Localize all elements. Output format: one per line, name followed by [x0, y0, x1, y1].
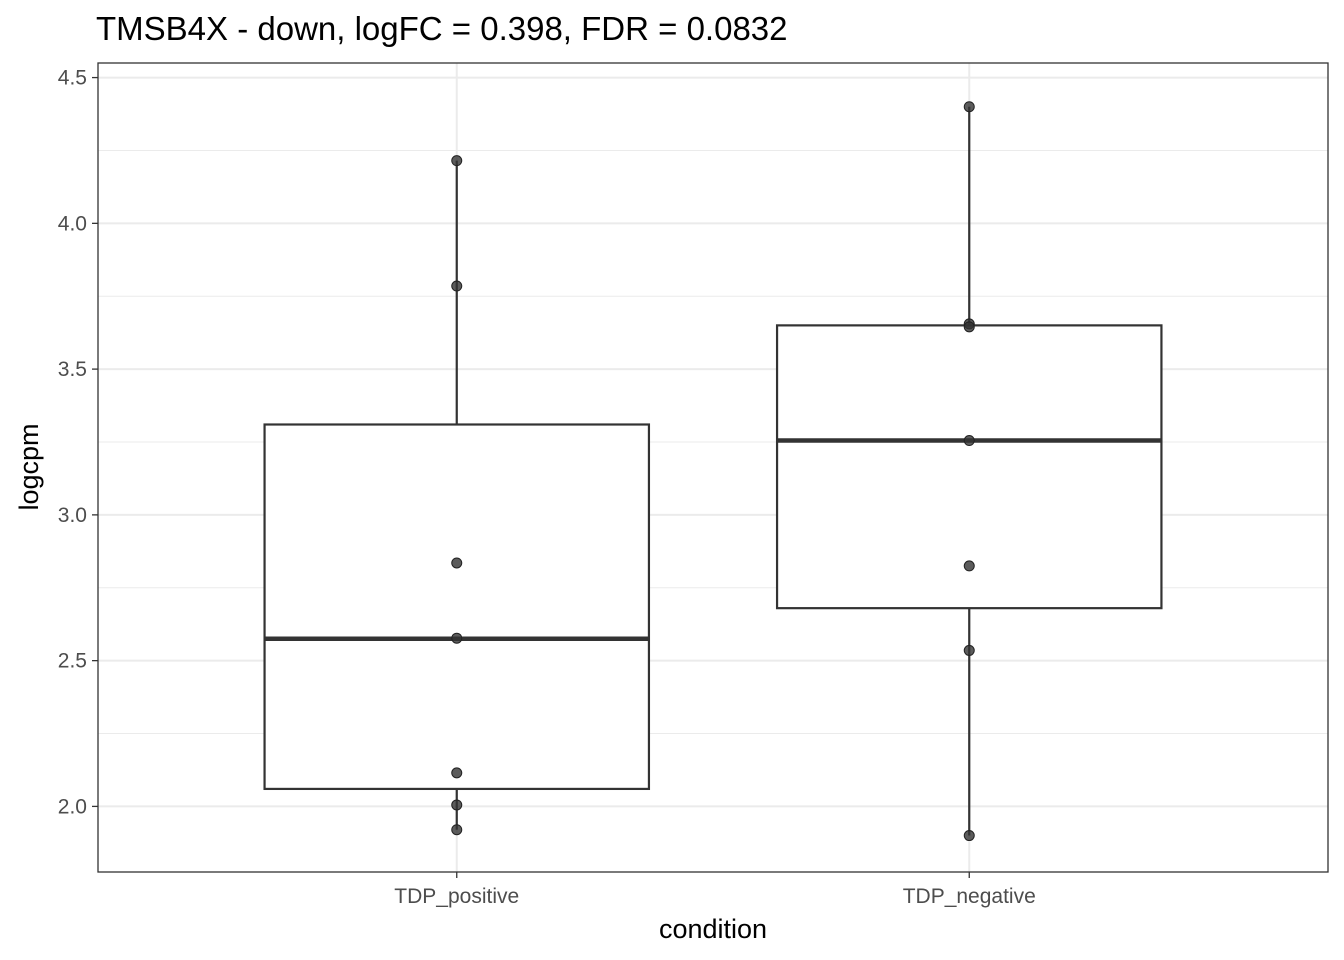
box-layer: [263, 106, 1163, 836]
data-point: [963, 644, 975, 656]
x-tick-label: TDP_positive: [394, 885, 519, 908]
chart-title: TMSB4X - down, logFC = 0.398, FDR = 0.08…: [96, 10, 788, 47]
y-tick-label: 4.0: [58, 212, 87, 235]
x-axis-title: condition: [659, 914, 767, 944]
point-layer: [451, 101, 975, 842]
box-iqr: [263, 423, 651, 791]
y-tick-label: 2.5: [58, 650, 87, 673]
data-point: [963, 101, 975, 113]
panel-border: [97, 62, 1329, 873]
data-point: [451, 155, 463, 167]
data-point: [451, 632, 463, 644]
data-point: [451, 824, 463, 836]
data-point: [451, 280, 463, 292]
x-tick-label: TDP_negative: [903, 885, 1036, 908]
y-tick-label: 3.0: [58, 504, 87, 527]
axes: 2.0 2.5 3.0 3.5 4.0 4.5 TDP_positive TDP_negati…: [58, 67, 1036, 908]
data-point: [963, 321, 975, 333]
y-tick-label: 4.5: [58, 67, 87, 90]
y-tick-label: 3.5: [58, 358, 87, 381]
data-point: [963, 560, 975, 572]
data-point: [451, 767, 463, 779]
data-point: [451, 557, 463, 569]
data-point: [963, 830, 975, 842]
data-point: [451, 799, 463, 811]
y-axis-title: logcpm: [14, 423, 44, 510]
y-tick-label: 2.0: [58, 795, 87, 818]
data-point: [963, 435, 975, 447]
